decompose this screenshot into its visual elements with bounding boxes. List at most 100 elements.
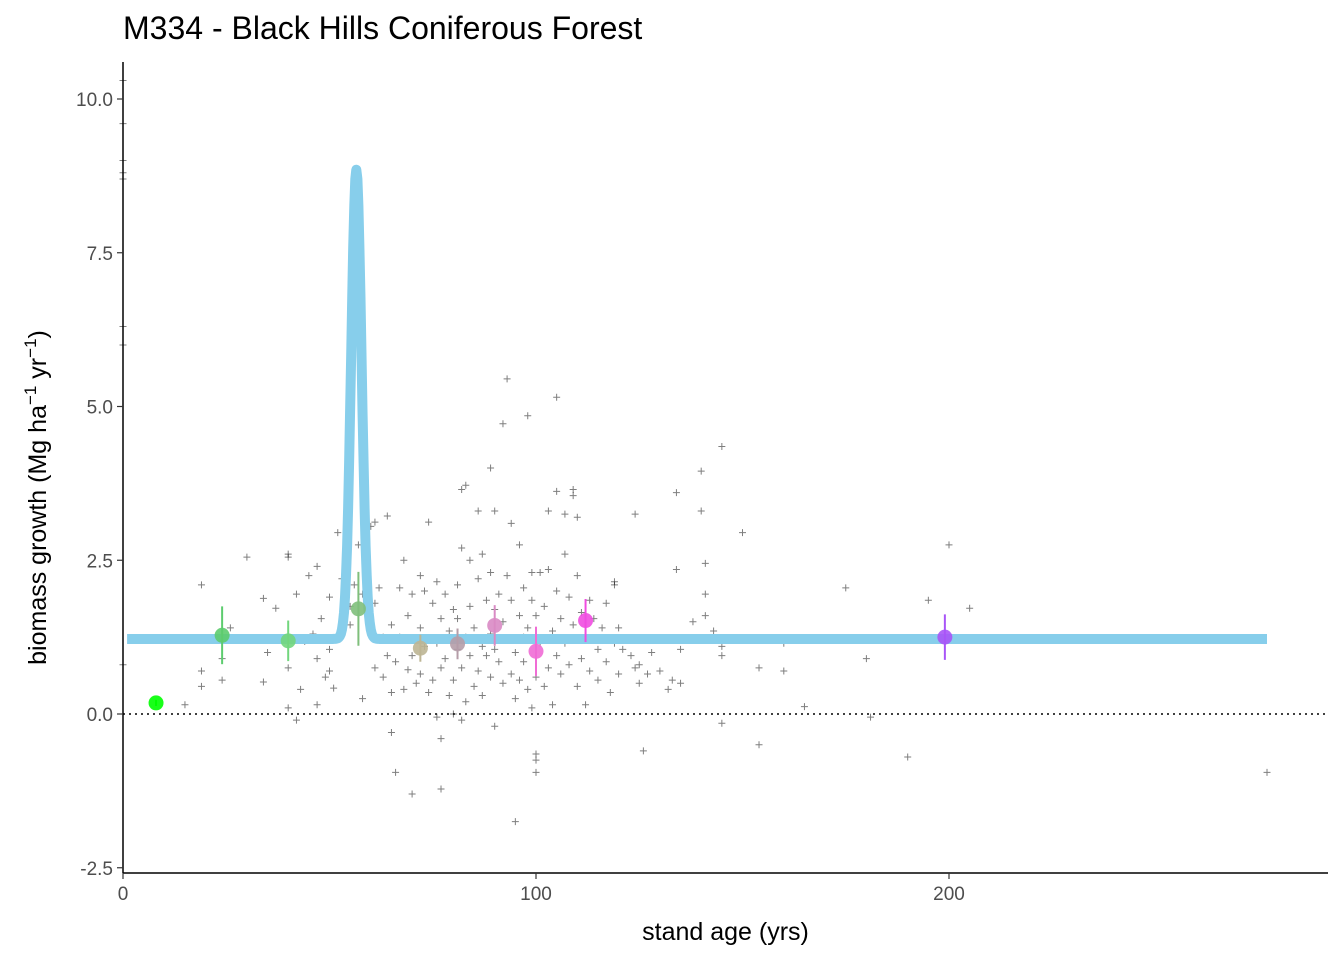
observation-point [739,529,746,537]
observation-point [755,741,763,749]
observation-point [313,655,321,663]
observation-point [602,599,610,607]
observation-point [379,673,387,681]
group-means [148,571,953,711]
observation-point [966,604,974,612]
observation-point [474,575,482,583]
observation-point [549,701,557,709]
observation-point [701,612,709,620]
observation-point [408,790,416,798]
observation-point [425,688,433,696]
observation-point [437,664,445,672]
observation-point [602,658,610,666]
observation-point [487,569,495,577]
observation-point [697,467,705,475]
observation-point [478,692,486,700]
observation-point [326,667,333,675]
observation-point [313,701,321,709]
observation-point [656,667,664,675]
observation-point [226,624,234,632]
observation-point [867,713,875,721]
observation-point [573,682,581,690]
observation-point [569,621,577,629]
observation-point [383,652,391,660]
observation-point [458,716,466,724]
observation-point [569,486,577,494]
observation-point [586,596,594,604]
observation-point [334,529,342,537]
observation-point [565,661,573,669]
observation-point [1263,768,1271,776]
observation-point [619,645,627,653]
observation-point [553,587,561,595]
observation-point [375,584,383,592]
x-tick-label: 100 [520,884,552,905]
observation-point [544,565,552,573]
observation-point [532,756,540,764]
y-tick-label: 5.0 [87,398,113,419]
observation-point [532,612,540,620]
observation-point [482,596,490,604]
observation-point [462,698,470,706]
observation-point [549,627,557,635]
observation-point [449,605,457,613]
observation-point [644,670,652,678]
observation-point [511,818,519,826]
observation-points [119,77,1271,826]
observation-point [441,590,449,598]
observation-point [610,578,618,586]
observation-point [330,684,338,692]
observation-point [243,553,251,561]
observation-point [499,679,507,687]
group-mean-point [528,643,544,659]
observation-point [272,604,280,612]
observation-point [627,652,635,660]
observation-point [495,658,503,666]
group-mean-point [487,617,503,633]
observation-point [515,541,523,549]
y-tick-label: 10.0 [76,90,113,111]
observation-point [615,670,623,678]
observation-point [718,642,726,650]
observation-point [536,569,544,577]
observation-point [755,664,763,672]
observation-point [631,510,639,518]
observation-point [371,518,379,526]
group-mean-point [450,636,466,652]
observation-point [284,550,292,558]
observation-point [924,596,932,604]
observation-point [511,695,519,703]
observation-point [408,590,416,598]
observation-point [371,664,379,672]
observation-point [520,658,528,666]
fitted-curve-layer [123,164,1271,644]
observation-point [416,670,424,678]
observation-point [392,768,400,776]
observation-point [181,701,189,709]
observation-point [404,666,412,674]
observation-point [326,593,333,601]
observation-point [701,590,709,598]
observation-point [635,661,643,669]
observation-point [561,510,569,518]
observation-point [689,618,697,626]
observation-point [507,596,515,604]
observation-point [437,615,445,623]
observation-point [577,655,585,663]
observation-point [524,412,532,420]
observation-point [317,615,325,623]
observation-point [400,556,408,564]
observation-point [524,624,532,632]
observation-point [305,572,313,580]
x-axis-title: stand age (yrs) [642,918,809,946]
observation-point [677,645,685,653]
observation-point [396,584,404,592]
group-mean-point [350,601,366,617]
observation-point [540,682,548,690]
y-tick-label: 0.0 [87,705,113,726]
observation-point [718,719,726,727]
observation-point [321,673,329,681]
observation-point [454,581,462,589]
observation-point [445,692,453,700]
observation-point [586,667,594,675]
